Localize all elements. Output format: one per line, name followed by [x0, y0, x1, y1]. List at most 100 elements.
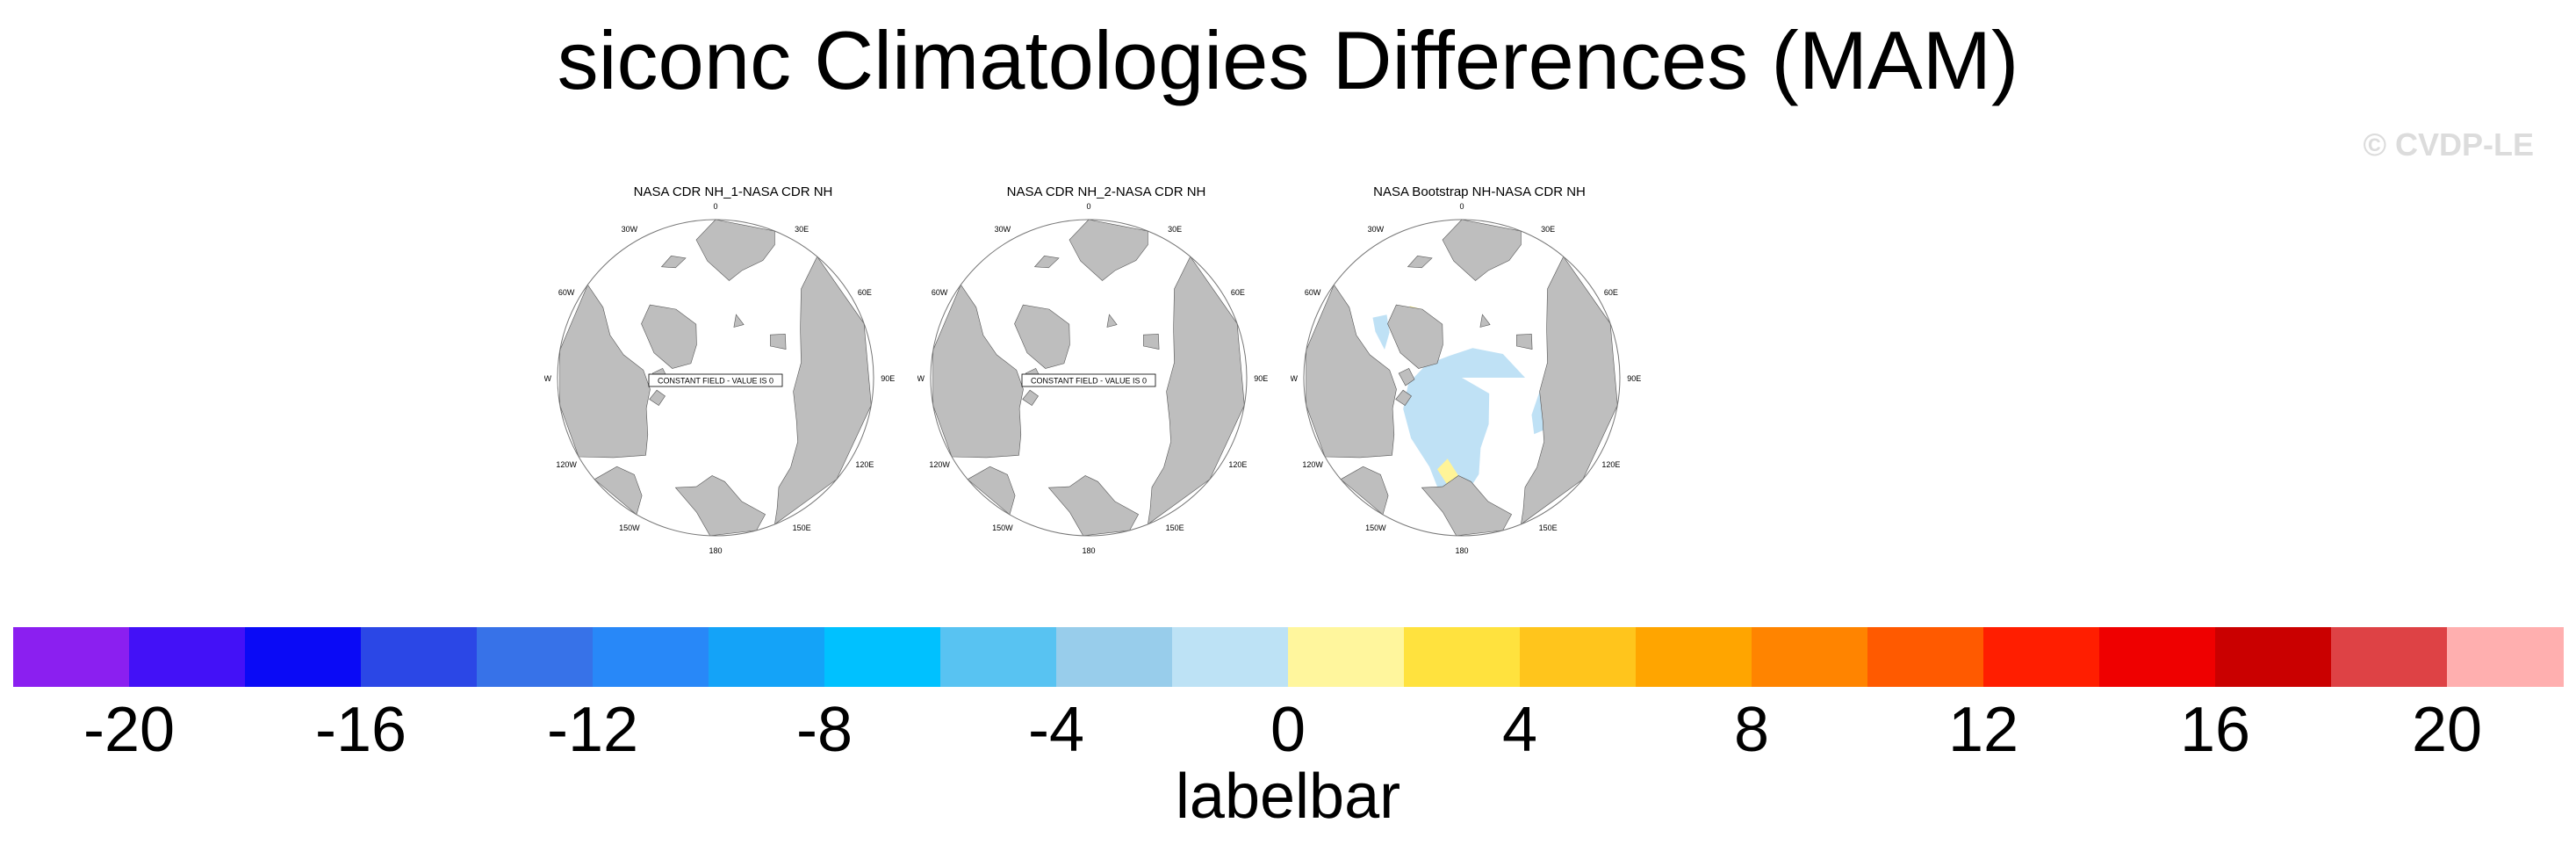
labelbar-box — [477, 627, 594, 687]
land-area — [1479, 314, 1491, 328]
labelbar-box — [1636, 627, 1752, 687]
longitude-label: 120E — [855, 460, 874, 469]
labelbar-box — [593, 627, 709, 687]
land-area — [770, 334, 787, 350]
labelbar-tick-label: 8 — [1733, 695, 1770, 765]
labelbar-tick-label: 12 — [1947, 695, 2019, 765]
longitude-label: 150W — [1365, 523, 1386, 532]
labelbar-tick-label: -20 — [83, 695, 176, 765]
land-area — [641, 304, 697, 369]
longitude-label: 120W — [1302, 460, 1323, 469]
negative-anomaly-area — [1372, 314, 1390, 350]
map-layers — [932, 220, 1245, 536]
longitude-label: 120W — [556, 460, 577, 469]
labelbar-box — [2099, 627, 2216, 687]
longitude-label: 30W — [995, 225, 1011, 234]
constant-field-box — [648, 373, 783, 387]
map-border — [1303, 219, 1621, 537]
land-area — [1387, 304, 1443, 369]
longitude-label: 0 — [713, 202, 717, 211]
labelbar-box — [129, 627, 246, 687]
longitude-label: 180 — [709, 546, 722, 553]
longitude-label: 90E — [881, 374, 895, 383]
longitude-label: 90W — [1291, 374, 1299, 383]
longitude-label: 150E — [793, 523, 811, 532]
panel-title-1: NASA CDR NH_1-NASA CDR NH — [633, 184, 833, 199]
land-area — [1014, 304, 1070, 369]
labelbar-box — [2331, 627, 2448, 687]
polar-map-2: 180 150E 120E 90E 60E 30E 0 30W 60W 90W 120W 150W CO… — [917, 202, 1268, 553]
longitude-label: 60W — [1305, 288, 1321, 297]
labelbar-tick-label: -4 — [1027, 695, 1085, 765]
panel-title-2: NASA CDR NH_2-NASA CDR NH — [1006, 184, 1206, 199]
labelbar-box — [709, 627, 825, 687]
land-area — [1340, 466, 1389, 516]
land-area — [1516, 334, 1533, 350]
labelbar-box — [1867, 627, 1984, 687]
longitude-label: 30E — [1168, 225, 1182, 234]
longitude-label: 0 — [1459, 202, 1464, 211]
labelbar-tick-label: -12 — [546, 695, 639, 765]
constant-field-label: CONSTANT FIELD - VALUE IS 0 — [658, 377, 774, 386]
land-area — [967, 466, 1016, 516]
longitude-label: 90W — [917, 374, 925, 383]
labelbar-box — [1172, 627, 1289, 687]
land-area — [1106, 314, 1118, 328]
map-layers — [1306, 220, 1618, 536]
land-area — [1047, 475, 1140, 536]
labelbar-tick-label: -16 — [314, 695, 407, 765]
labelbar-tick-label: 16 — [2179, 695, 2251, 765]
labelbar-tick-label: -8 — [795, 695, 853, 765]
land-area — [1395, 389, 1412, 407]
map-panel-3: NASA Bootstrap NH-NASA CDR NH 180 150E 120… — [1291, 176, 1668, 562]
labelbar — [13, 627, 2564, 687]
polar-map-1: 180 150E 120E 90E 60E 30E 0 30W 60W 90W 120W 150W CO… — [544, 202, 895, 553]
land-area — [559, 284, 651, 458]
labelbar-box — [361, 627, 478, 687]
land-area — [1407, 255, 1433, 269]
land-area — [1143, 334, 1160, 350]
longitude-label: 60W — [932, 288, 948, 297]
land-area — [1147, 256, 1245, 525]
positive-anomaly-area — [1437, 458, 1459, 485]
map-panel-2: NASA CDR NH_2-NASA CDR NH 180 150E 120E 90E… — [917, 176, 1295, 562]
longitude-label: 60E — [858, 288, 872, 297]
labelbar-box — [1983, 627, 2100, 687]
longitude-label: 120E — [1228, 460, 1247, 469]
constant-field-label: CONSTANT FIELD - VALUE IS 0 — [1031, 377, 1147, 386]
negative-anomaly-area — [1403, 348, 1525, 496]
map-border — [930, 219, 1248, 537]
longitude-label: 150W — [992, 523, 1013, 532]
longitude-label: 180 — [1082, 546, 1095, 553]
longitude-label: 150E — [1166, 523, 1184, 532]
longitude-label: 60E — [1604, 288, 1618, 297]
map-panel-1: NASA CDR NH_1-NASA CDR NH 180 150E 120E 90E… — [544, 176, 922, 562]
labelbar-box — [1056, 627, 1173, 687]
land-area — [1306, 284, 1397, 458]
land-area — [660, 255, 687, 269]
longitude-label: 120E — [1601, 460, 1620, 469]
labelbar-box — [2215, 627, 2332, 687]
land-area — [733, 314, 745, 328]
labelbar-box — [1752, 627, 1868, 687]
land-area — [1520, 256, 1618, 525]
labelbar-box — [2447, 627, 2564, 687]
labelbar-box — [824, 627, 941, 687]
land-area — [594, 466, 643, 516]
figure-title: siconc Climatologies Differences (MAM) — [557, 14, 2019, 106]
longitude-label: 60W — [558, 288, 575, 297]
longitude-label: 60E — [1231, 288, 1245, 297]
longitude-label: 30W — [622, 225, 638, 234]
land-area — [674, 475, 766, 536]
land-area — [649, 389, 666, 407]
labelbar-tick-label: 0 — [1270, 695, 1306, 765]
land-area — [774, 256, 872, 525]
labelbar-title: labelbar — [1175, 762, 1401, 832]
longitude-label: 120W — [929, 460, 950, 469]
longitude-label: 90E — [1254, 374, 1268, 383]
labelbar-box — [1520, 627, 1637, 687]
labelbar-box — [245, 627, 362, 687]
longitude-label: 30E — [795, 225, 809, 234]
longitude-label: 90E — [1627, 374, 1641, 383]
longitude-label: 150W — [619, 523, 640, 532]
